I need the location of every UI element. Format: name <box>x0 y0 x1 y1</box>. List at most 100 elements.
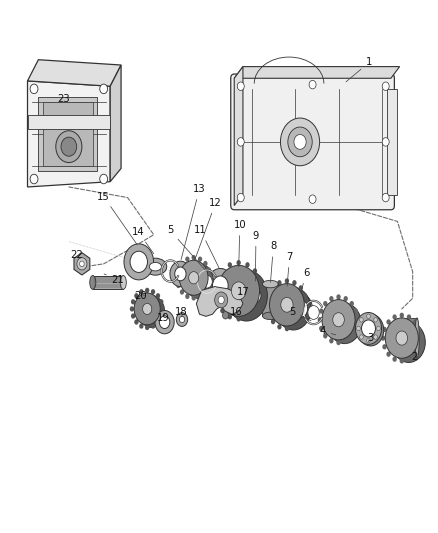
Circle shape <box>294 134 306 149</box>
Circle shape <box>202 275 212 288</box>
Circle shape <box>271 285 275 290</box>
Circle shape <box>228 314 232 319</box>
Circle shape <box>382 327 387 332</box>
Circle shape <box>130 306 134 312</box>
Circle shape <box>160 306 165 312</box>
Circle shape <box>333 313 344 327</box>
Circle shape <box>206 269 234 302</box>
Circle shape <box>237 138 244 146</box>
Circle shape <box>318 317 322 322</box>
Circle shape <box>180 261 184 266</box>
Circle shape <box>417 344 421 350</box>
Circle shape <box>350 301 354 306</box>
Circle shape <box>329 296 334 301</box>
Circle shape <box>220 268 225 273</box>
Circle shape <box>355 317 360 322</box>
Circle shape <box>134 293 138 298</box>
Circle shape <box>223 312 229 319</box>
Text: 5: 5 <box>167 225 205 270</box>
Circle shape <box>367 338 370 343</box>
Circle shape <box>353 309 358 314</box>
Circle shape <box>207 283 211 288</box>
Circle shape <box>374 318 378 322</box>
Circle shape <box>407 314 411 320</box>
Circle shape <box>277 280 282 285</box>
Circle shape <box>215 292 228 308</box>
Circle shape <box>392 314 397 320</box>
Text: 7: 7 <box>286 252 293 286</box>
Circle shape <box>357 314 384 346</box>
Circle shape <box>179 260 208 295</box>
Circle shape <box>322 300 355 340</box>
Text: 16: 16 <box>224 306 243 317</box>
Circle shape <box>382 344 387 350</box>
Circle shape <box>299 285 303 290</box>
Ellipse shape <box>149 262 162 271</box>
Circle shape <box>180 289 184 295</box>
Circle shape <box>357 326 360 330</box>
Circle shape <box>159 299 163 304</box>
Circle shape <box>237 260 241 265</box>
Circle shape <box>215 299 219 304</box>
Circle shape <box>386 352 391 357</box>
Circle shape <box>407 357 411 362</box>
Circle shape <box>267 293 271 298</box>
Circle shape <box>253 308 257 313</box>
Circle shape <box>385 318 418 358</box>
Circle shape <box>159 316 170 328</box>
Circle shape <box>382 82 389 91</box>
Ellipse shape <box>144 258 167 275</box>
Circle shape <box>360 335 363 340</box>
Circle shape <box>281 297 293 312</box>
Polygon shape <box>234 67 243 206</box>
Circle shape <box>413 352 417 357</box>
Circle shape <box>293 300 307 318</box>
Text: 21: 21 <box>104 274 124 285</box>
Polygon shape <box>74 253 90 275</box>
Circle shape <box>309 195 316 204</box>
Circle shape <box>258 299 262 304</box>
Circle shape <box>288 127 312 157</box>
Circle shape <box>175 275 179 280</box>
Text: 15: 15 <box>97 191 137 245</box>
Circle shape <box>260 288 264 294</box>
Circle shape <box>139 324 144 329</box>
Circle shape <box>353 326 358 331</box>
Text: 10: 10 <box>233 220 246 267</box>
Circle shape <box>228 262 232 268</box>
Circle shape <box>356 312 381 344</box>
Circle shape <box>134 319 138 325</box>
Circle shape <box>156 293 160 298</box>
FancyBboxPatch shape <box>231 74 394 210</box>
Circle shape <box>343 296 348 301</box>
Circle shape <box>185 256 190 262</box>
Circle shape <box>245 314 250 319</box>
Ellipse shape <box>120 276 126 289</box>
Circle shape <box>231 282 246 300</box>
Circle shape <box>360 318 363 322</box>
Text: 17: 17 <box>237 287 250 297</box>
Circle shape <box>203 289 208 295</box>
Circle shape <box>413 319 417 325</box>
Circle shape <box>392 357 397 362</box>
Circle shape <box>189 272 199 284</box>
Circle shape <box>280 118 320 166</box>
Text: 13: 13 <box>181 184 206 260</box>
Circle shape <box>151 324 155 329</box>
Circle shape <box>191 295 196 301</box>
Circle shape <box>381 335 385 341</box>
Circle shape <box>303 293 307 298</box>
Circle shape <box>319 326 323 331</box>
Circle shape <box>145 288 149 293</box>
Circle shape <box>218 296 224 304</box>
Circle shape <box>323 301 328 306</box>
Circle shape <box>399 313 404 318</box>
Circle shape <box>180 317 185 322</box>
Circle shape <box>226 270 267 321</box>
Circle shape <box>213 288 218 294</box>
Circle shape <box>156 319 160 325</box>
Circle shape <box>61 137 77 156</box>
Circle shape <box>396 331 408 345</box>
Circle shape <box>299 319 303 324</box>
Bar <box>387 89 397 195</box>
